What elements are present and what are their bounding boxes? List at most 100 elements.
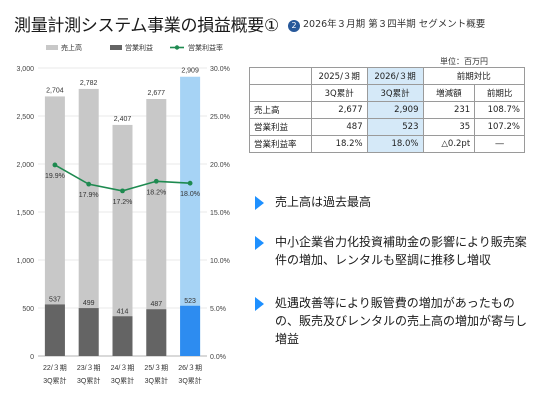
page-subtitle: 2 2026年３月期 第３四半期 セグメント概要 xyxy=(288,16,485,32)
bar-operating-profit xyxy=(112,316,133,356)
legend-label: 営業利益 xyxy=(125,43,153,52)
key-point-text: 売上高は過去最高 xyxy=(275,195,372,209)
line-op-margin-label: 18.0% xyxy=(180,191,200,198)
y-right-tick-label: 20.0% xyxy=(210,162,230,169)
table-row-label: 営業利益 xyxy=(249,118,312,136)
x-category-sublabel: 3Q累計 xyxy=(145,376,168,385)
x-category-label: 23/３期 xyxy=(77,364,101,372)
line-op-margin-point xyxy=(120,188,125,194)
bar-op-value-label: 414 xyxy=(117,308,129,315)
legend-marker-op-margin xyxy=(174,45,180,50)
table-cell: 2,677 xyxy=(310,101,368,119)
bar-sales xyxy=(146,99,167,356)
table-cell: 108.7% xyxy=(474,101,525,119)
y-right-tick-label: 30.0% xyxy=(210,66,230,73)
x-category-sublabel: 3Q累計 xyxy=(111,376,134,385)
line-op-margin-point xyxy=(52,162,58,168)
x-category-label: 24/３期 xyxy=(111,364,135,372)
line-op-margin-label: 19.9% xyxy=(45,173,65,180)
table-row: 営業利益 487 523 35 107.2% xyxy=(249,118,525,136)
bar-sales-value-label: 2,909 xyxy=(181,68,199,75)
table-header-cell: 3Q累計 xyxy=(366,84,424,102)
table-cell: ― xyxy=(474,135,525,153)
bar-op-value-label: 499 xyxy=(83,300,95,307)
bar-operating-profit xyxy=(78,308,99,356)
legend-label: 営業利益率 xyxy=(188,43,223,52)
table-header-cell xyxy=(249,84,312,102)
table-header-cell: 増減額 xyxy=(422,84,476,102)
table-cell: 18.2% xyxy=(310,135,368,153)
page-title: 測量計測システム事業の損益概要① xyxy=(14,16,279,36)
key-point-text: 処遇改善等により販管費の増加があったものの、販売及びレンタルの売上高の増加が寄与… xyxy=(275,296,528,346)
arrow-icon xyxy=(255,236,264,250)
bar-sales xyxy=(78,88,99,356)
bar-sales-value-label: 2,782 xyxy=(80,80,98,87)
bar-op-value-label: 523 xyxy=(184,298,196,305)
bar-sales-value-label: 2,407 xyxy=(114,116,132,123)
financial-summary-table: 2025/３期 2026/３期 前期対比 3Q累計 3Q累計 増減額 前期比 売… xyxy=(249,67,525,153)
table-cell: 231 xyxy=(422,101,476,119)
line-op-margin-label: 17.9% xyxy=(79,192,99,199)
y-left-tick-label: 3,000 xyxy=(16,66,34,73)
table-row-label: 売上高 xyxy=(249,101,312,119)
bar-sales-value-label: 2,704 xyxy=(46,87,64,94)
subtitle-number-badge: 2 xyxy=(288,20,300,32)
table-header-cell: 3Q累計 xyxy=(310,84,368,102)
arrow-icon xyxy=(255,297,264,311)
x-category-sublabel: 3Q累計 xyxy=(43,376,66,385)
table-header-row-1: 2025/３期 2026/３期 前期対比 xyxy=(249,67,525,85)
key-point-text: 中小企業省力化投資補助金の影響により販売案件の増加、レンタルも堅調に推移し増収 xyxy=(275,235,527,267)
arrow-icon xyxy=(255,196,264,210)
table-row-label: 営業利益率 xyxy=(249,135,312,153)
table-header-cell: 2025/３期 xyxy=(310,67,368,85)
y-right-tick-label: 25.0% xyxy=(210,114,230,121)
table-unit: 単位：百万円 xyxy=(440,57,488,66)
bar-operating-profit xyxy=(44,304,65,356)
table-header-cell xyxy=(249,67,312,85)
table-header-row-2: 3Q累計 3Q累計 増減額 前期比 xyxy=(249,84,525,102)
y-right-tick-label: 5.0% xyxy=(210,306,226,313)
y-left-tick-label: 2,500 xyxy=(16,114,34,121)
y-left-tick-label: 500 xyxy=(22,306,34,313)
bar-operating-profit xyxy=(146,309,167,356)
y-left-tick-label: 2,000 xyxy=(16,162,34,169)
y-right-tick-label: 0.0% xyxy=(210,354,226,361)
y-left-tick-label: 1,000 xyxy=(16,258,34,265)
table-cell: 2,909 xyxy=(366,101,424,119)
table-header-cell: 前期対比 xyxy=(422,67,525,85)
line-op-margin-label: 18.2% xyxy=(146,189,166,196)
y-left-tick-label: 0 xyxy=(30,354,34,361)
bar-sales xyxy=(44,96,65,356)
bar-operating-profit xyxy=(180,305,201,356)
line-op-margin-label: 17.2% xyxy=(113,199,133,206)
y-right-tick-label: 15.0% xyxy=(210,210,230,217)
table-header-cell: 2026/３期 xyxy=(366,67,424,85)
x-category-label: 25/３期 xyxy=(144,364,168,372)
table-cell: 487 xyxy=(310,118,368,136)
bar-op-value-label: 487 xyxy=(150,301,162,308)
bar-sales-value-label: 2,677 xyxy=(148,90,166,97)
table-cell: △0.2pt xyxy=(422,135,476,153)
table-cell: 35 xyxy=(422,118,476,136)
y-left-tick-label: 1,500 xyxy=(16,210,34,217)
table-cell: 18.0% xyxy=(366,135,424,153)
line-op-margin-point xyxy=(153,178,159,184)
x-category-sublabel: 3Q累計 xyxy=(178,376,201,385)
table-cell: 107.2% xyxy=(474,118,525,136)
line-op-margin-point xyxy=(86,181,92,187)
table-row: 売上高 2,677 2,909 231 108.7% xyxy=(249,101,525,119)
subtitle-text: 2026年３月期 第３四半期 セグメント概要 xyxy=(303,19,486,30)
bar-sales xyxy=(180,76,201,357)
table-cell: 523 xyxy=(366,118,424,136)
y-right-tick-label: 10.0% xyxy=(210,258,230,265)
legend-swatch-sales xyxy=(46,45,58,50)
table-header-cell: 前期比 xyxy=(474,84,525,102)
bar-op-value-label: 537 xyxy=(49,296,61,303)
x-category-label: 22/３期 xyxy=(43,364,67,372)
x-category-sublabel: 3Q累計 xyxy=(77,376,100,385)
legend-label: 売上高 xyxy=(61,43,82,52)
line-op-margin-point xyxy=(187,180,193,186)
sales-profit-chart: 0 500 1,000 1,500 2,000 2,500 3,000 0.0% 5.0% 10.… xyxy=(16,43,230,385)
x-category-label: 26/３期 xyxy=(178,364,202,372)
bar-sales xyxy=(112,124,133,356)
